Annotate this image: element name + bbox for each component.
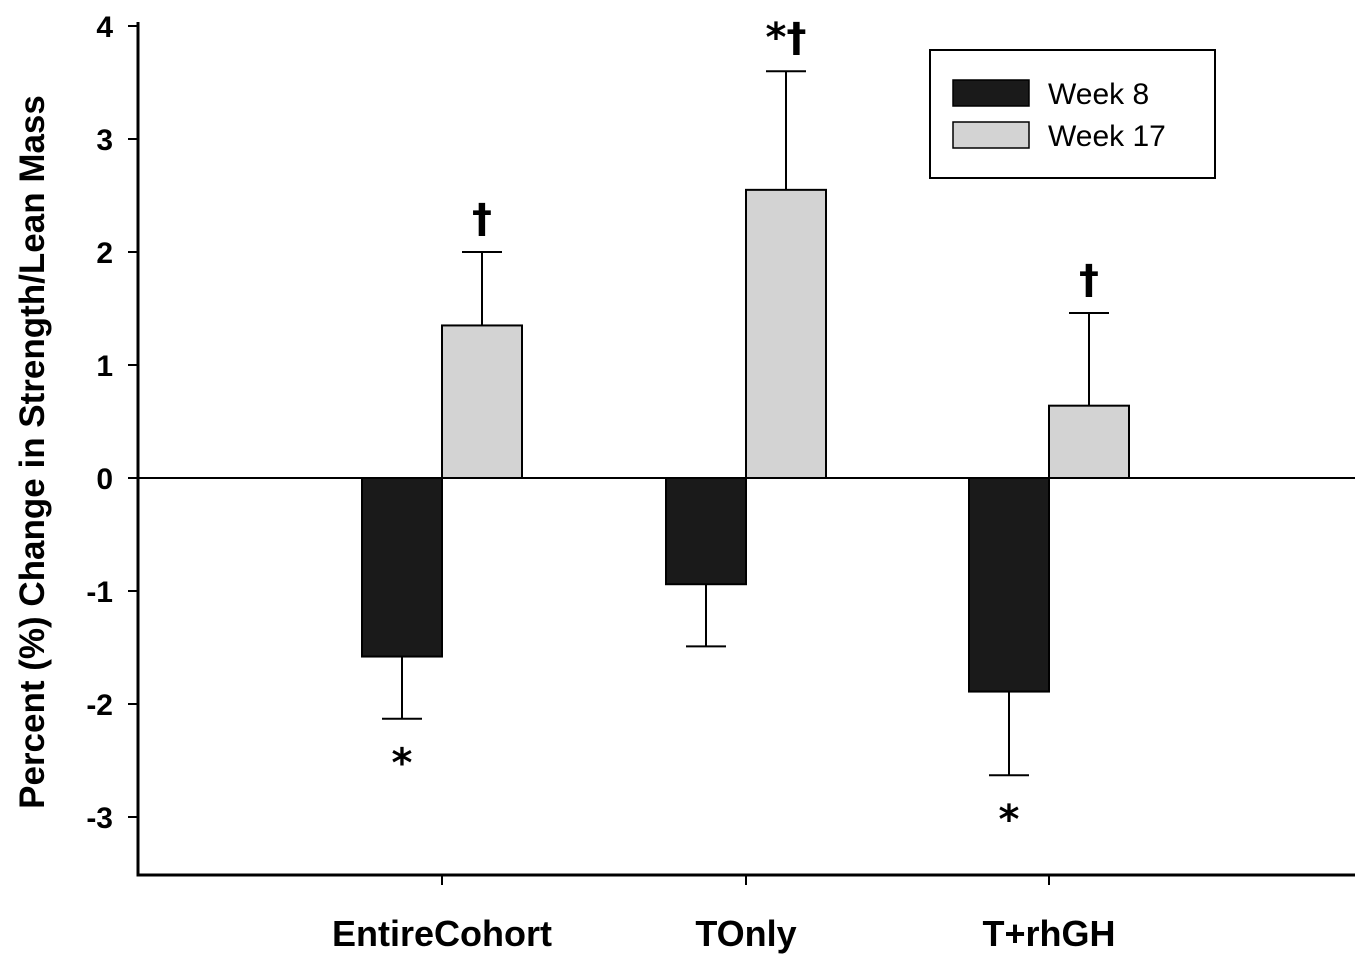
- bar-week-17-1: [745, 188, 827, 479]
- y-tick-label: -1: [86, 576, 113, 609]
- y-tick-label: 3: [96, 124, 113, 157]
- legend-label: Week 17: [1048, 120, 1166, 153]
- bar-week-8-0: [361, 477, 443, 658]
- x-tick-label: T+rhGH: [982, 913, 1115, 954]
- bar-week-8-1: [665, 477, 747, 586]
- y-tick-label: -3: [86, 802, 113, 835]
- legend-label: Week 8: [1048, 78, 1149, 111]
- x-tick-label: EntireCohort: [332, 913, 552, 954]
- y-tick-label: 2: [96, 237, 113, 270]
- x-tick-label: TOnly: [695, 913, 796, 954]
- legend-swatch: [952, 121, 1030, 149]
- significance-marker: †: [472, 196, 492, 242]
- legend-swatch: [952, 79, 1030, 107]
- y-tick-label: 4: [96, 11, 113, 44]
- axes: [136, 22, 1355, 877]
- legend: Week 8 Week 17: [929, 49, 1216, 179]
- bar-week-17-2: [1048, 404, 1130, 479]
- legend-box: [929, 49, 1216, 179]
- significance-marker: *: [999, 797, 1020, 843]
- significance-marker: †: [1079, 257, 1099, 303]
- significance-marker: *: [392, 741, 413, 787]
- y-axis-label: Percent (%) Change in Strength/Lean Mass: [13, 95, 52, 809]
- y-tick-label: -2: [86, 689, 113, 722]
- bar-week-17-0: [441, 324, 523, 480]
- y-tick-label: 1: [96, 350, 113, 383]
- y-tick-label: 0: [96, 463, 113, 496]
- bar-week-8-2: [968, 477, 1050, 693]
- significance-marker: *†: [766, 15, 807, 61]
